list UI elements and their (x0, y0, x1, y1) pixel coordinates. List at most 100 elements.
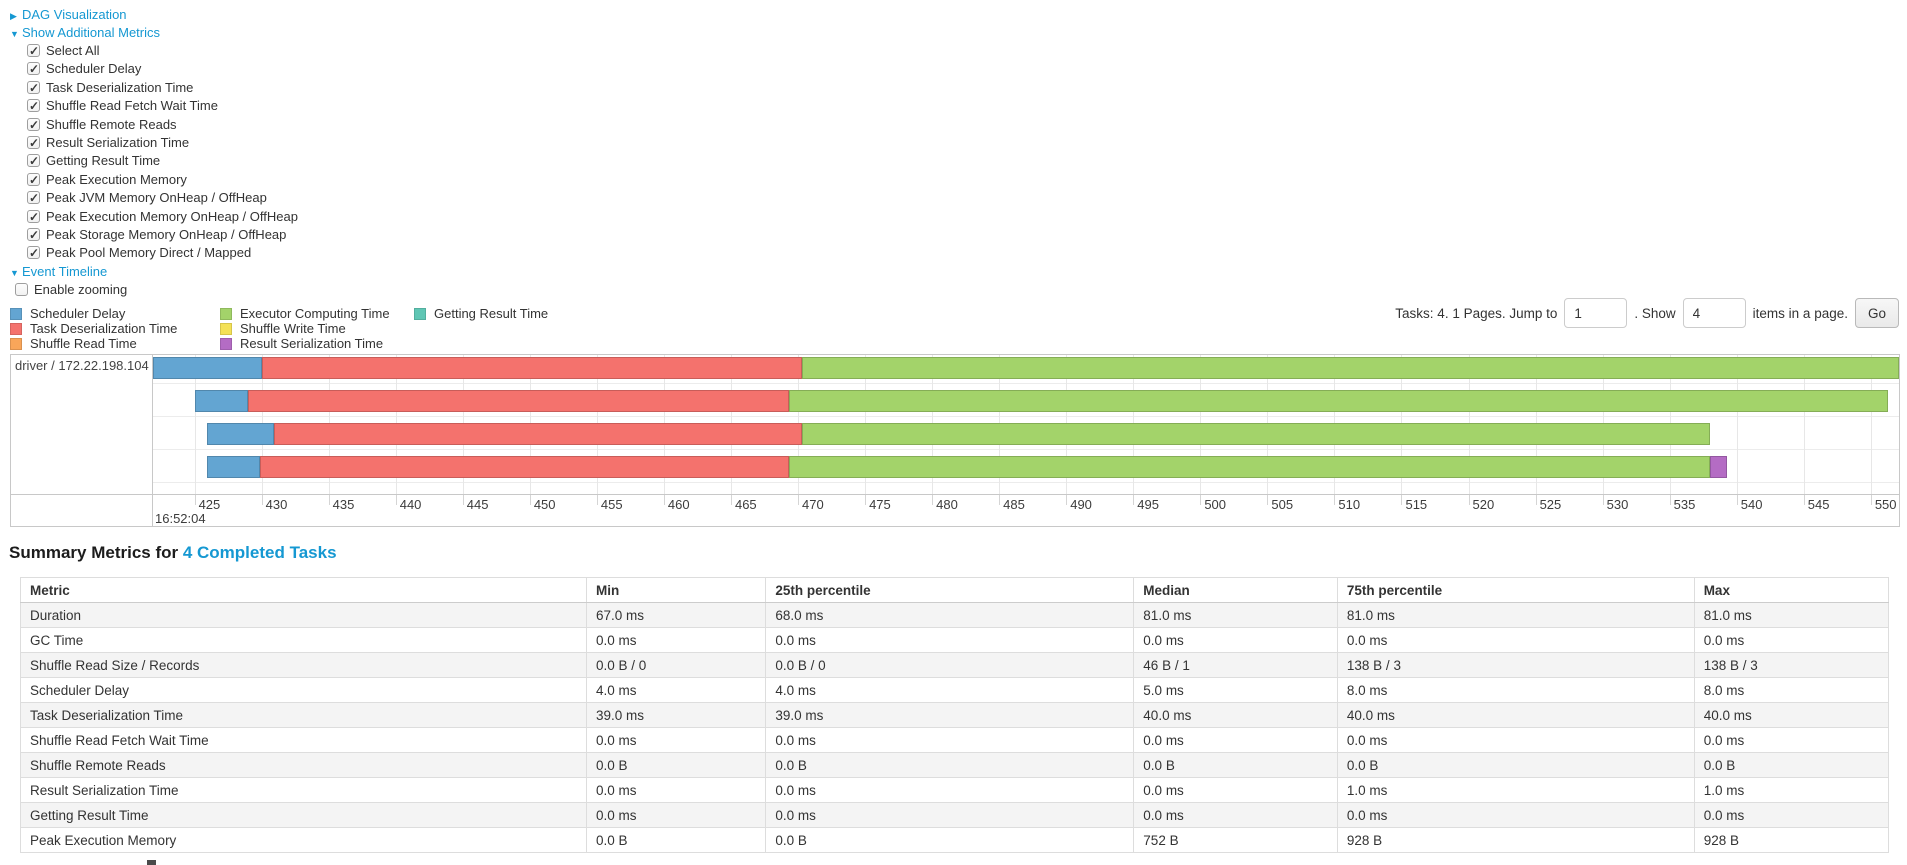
completed-tasks-link[interactable]: 4 Completed Tasks (182, 543, 337, 562)
legend-label: Shuffle Read Time (30, 336, 137, 351)
table-cell: 5.0 ms (1133, 677, 1338, 703)
table-cell: 0.0 ms (1336, 627, 1695, 653)
axis-tick (798, 495, 800, 505)
table-cell: 1.0 ms (1693, 777, 1890, 803)
table-cell: 928 B (1336, 827, 1695, 853)
axis-tick (663, 495, 665, 505)
table-cell: Scheduler Delay (20, 677, 587, 703)
task-segment-executor-computing-time[interactable] (802, 357, 1899, 379)
task-segment-executor-computing-time[interactable] (802, 423, 1710, 445)
metric-checkbox[interactable] (27, 42, 40, 60)
table-cell: Task Deserialization Time (20, 702, 587, 728)
task-segment-result-serialization-time[interactable] (1709, 456, 1728, 478)
table-cell: 928 B (1693, 827, 1890, 853)
legend-item: Shuffle Read Time (10, 336, 206, 351)
table-cell: Shuffle Remote Reads (20, 752, 587, 778)
legend-label: Shuffle Write Time (240, 321, 346, 336)
table-row: Shuffle Remote Reads 0.0 B 0.0 B 0.0 B 0.0 B… (20, 752, 1890, 778)
show-additional-metrics-label: Show Additional Metrics (22, 25, 161, 40)
legend-swatch-icon (220, 323, 232, 335)
legend-column: Getting Result Time (414, 306, 548, 351)
metric-checkbox-label: Peak Execution Memory OnHeap / OffHeap (46, 208, 298, 224)
table-cell: 4.0 ms (585, 677, 767, 703)
axis-tick-label: 475 (869, 497, 891, 512)
table-cell: Shuffle Read Size / Records (20, 652, 587, 678)
items-per-page-input[interactable] (1682, 298, 1746, 328)
axis-tick-label: 495 (1137, 497, 1159, 512)
metric-checkbox-row: Scheduler Delay (27, 60, 298, 79)
metric-checkbox[interactable] (27, 134, 40, 152)
axis-tick-label: 530 (1606, 497, 1629, 512)
axis-tick (261, 495, 263, 505)
summary-metrics-table: Metric Min 25th percentile Median 75th perce… (20, 577, 1890, 853)
axis-tick (999, 495, 1001, 505)
metric-checkbox[interactable] (27, 116, 40, 134)
axis-tick-label: 550 (1874, 497, 1897, 512)
metric-checkbox[interactable] (27, 226, 40, 244)
metric-checkbox[interactable] (27, 208, 40, 226)
legend-item: Shuffle Write Time (220, 321, 400, 336)
timeline-plot-area (153, 355, 1899, 494)
metric-checkbox-label: Shuffle Remote Reads (46, 116, 177, 132)
table-cell: 39.0 ms (585, 702, 767, 728)
metric-checkbox[interactable] (27, 171, 40, 189)
axis-tick (865, 495, 867, 505)
axis-tick (1267, 495, 1269, 505)
legend-column: Executor Computing Time Shuffle Write Tim… (220, 306, 400, 351)
axis-tick-label: 535 (1673, 497, 1696, 512)
table-cell: 0.0 B / 0 (765, 652, 1135, 678)
task-segment-task-deserialization-time[interactable] (273, 423, 803, 445)
axis-tick-label: 455 (600, 497, 623, 512)
task-segment-scheduler-delay[interactable] (194, 390, 249, 412)
table-cell: 0.0 B (585, 752, 767, 778)
table-cell: 4.0 ms (765, 677, 1135, 703)
event-timeline-toggle[interactable]: ▼ Event Timeline (10, 263, 298, 281)
task-segment-task-deserialization-time[interactable] (261, 357, 803, 379)
task-segment-task-deserialization-time[interactable] (260, 456, 789, 478)
show-additional-metrics-toggle[interactable]: ▼ Show Additional Metrics (10, 24, 298, 42)
metric-checkbox-row: Select All (27, 42, 298, 60)
task-segment-scheduler-delay[interactable] (206, 423, 274, 445)
table-cell: 0.0 B (1693, 752, 1890, 778)
table-header-cell: Min (585, 577, 767, 603)
task-segment-task-deserialization-time[interactable] (248, 390, 789, 412)
row-gridline (153, 449, 1899, 450)
jump-to-page-input[interactable] (1564, 298, 1628, 328)
axis-tick (1401, 495, 1403, 505)
metric-checkbox[interactable] (27, 152, 40, 171)
axis-tick (1133, 495, 1135, 505)
axis-tick-label: 515 (1405, 497, 1428, 512)
metric-checkbox[interactable] (27, 60, 40, 79)
event-timeline-label: Event Timeline (22, 263, 108, 279)
row-gridline (153, 482, 1899, 483)
task-segment-executor-computing-time[interactable] (788, 390, 1889, 412)
axis-tick (932, 495, 934, 505)
enable-zooming-checkbox[interactable] (15, 282, 28, 296)
expanded-arrow-icon: ▼ (10, 267, 19, 278)
metric-checkbox-label: Task Deserialization Time (46, 79, 194, 95)
table-cell: 0.0 B (585, 827, 767, 853)
axis-tick-label: 440 (399, 497, 422, 512)
axis-tick (395, 495, 397, 505)
axis-tick (1200, 495, 1202, 505)
metric-checkbox[interactable] (27, 97, 40, 116)
table-cell: 0.0 B (1336, 752, 1695, 778)
table-cell: 8.0 ms (1693, 677, 1890, 703)
legend-item: Task Deserialization Time (10, 321, 206, 336)
table-cell: Peak Execution Memory (20, 827, 587, 853)
task-segment-executor-computing-time[interactable] (788, 456, 1710, 478)
axis-tick (1334, 495, 1336, 505)
metric-checkbox[interactable] (27, 244, 40, 263)
table-cell: 40.0 ms (1693, 702, 1890, 728)
task-segment-scheduler-delay[interactable] (153, 357, 262, 379)
table-cell: 0.0 B (1133, 752, 1338, 778)
metric-checkbox[interactable] (27, 189, 40, 208)
dag-visualization-toggle[interactable]: ▶ DAG Visualization (10, 6, 298, 24)
axis-tick (1870, 495, 1872, 505)
metric-checkbox-label: Peak JVM Memory OnHeap / OffHeap (46, 190, 267, 206)
task-segment-scheduler-delay[interactable] (206, 456, 261, 478)
go-button[interactable]: Go (1854, 298, 1899, 328)
metric-checkbox[interactable] (27, 79, 40, 97)
table-cell: 40.0 ms (1133, 702, 1338, 728)
